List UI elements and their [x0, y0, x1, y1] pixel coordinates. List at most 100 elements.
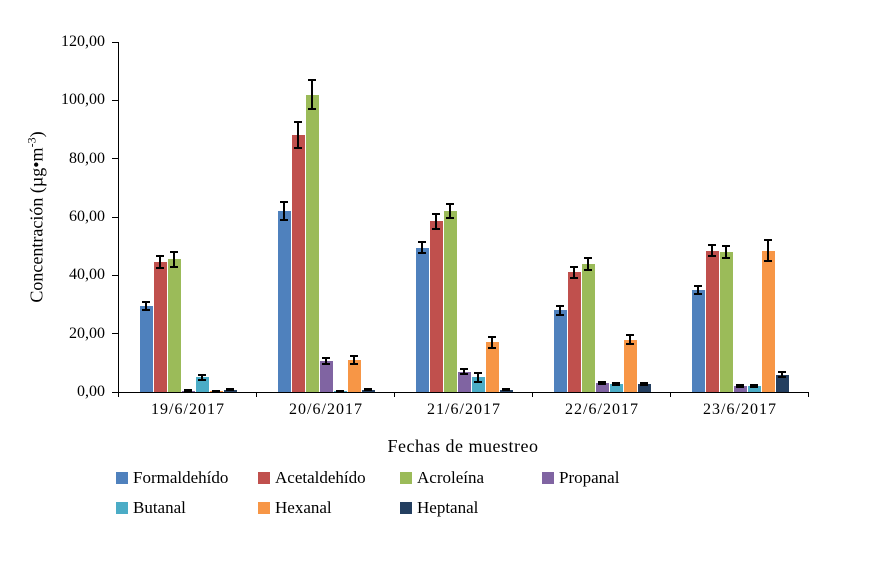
bar	[277, 211, 291, 392]
error-bar-cap	[226, 389, 234, 392]
x-tick	[118, 392, 119, 397]
error-bar-cap	[418, 252, 426, 255]
error-bar	[559, 305, 561, 315]
legend-label: Heptanal	[417, 498, 479, 517]
error-bar-cap	[626, 334, 634, 337]
error-bar-cap	[736, 384, 744, 387]
error-bar-cap	[488, 347, 496, 350]
error-bar-cap	[584, 256, 592, 259]
bar	[637, 384, 651, 392]
error-bar-cap	[294, 147, 302, 150]
error-bar-cap	[142, 309, 150, 312]
x-tick	[808, 392, 809, 397]
error-bar-cap	[184, 388, 192, 391]
error-bar	[711, 244, 713, 257]
error-bar-cap	[308, 78, 316, 81]
error-bar-cap	[764, 259, 772, 262]
y-tick	[112, 41, 118, 43]
bar	[553, 310, 567, 392]
error-bar-cap	[308, 108, 316, 111]
legend-label: Formaldehído	[133, 468, 229, 487]
legend-item: Formaldehído	[116, 468, 258, 488]
error-bar-cap	[488, 335, 496, 338]
plot-area: 0,00 20,00 40,00 60,00 80,00 100,00 120,00 19/6…	[61, 33, 809, 418]
legend: Formaldehído Acetaldehído Acroleína Propana…	[116, 468, 684, 518]
error-bar-cap	[474, 372, 482, 375]
error-bar-cap	[570, 265, 578, 268]
error-bar-cap	[474, 380, 482, 383]
x-tick	[256, 392, 257, 397]
error-bar-cap	[364, 389, 372, 392]
legend-label: Hexanal	[275, 498, 332, 517]
y-tick-label: 40,00	[69, 266, 105, 284]
error-bar	[643, 382, 645, 386]
error-bar-cap	[736, 386, 744, 389]
y-tick	[112, 99, 118, 101]
y-tick	[112, 391, 118, 393]
error-bar	[587, 257, 589, 270]
y-axis-title-exponent: -3	[24, 137, 39, 148]
legend-label: Propanal	[559, 468, 620, 487]
bar	[415, 247, 429, 392]
x-tick	[394, 392, 395, 397]
bar	[347, 359, 361, 392]
error-bar-cap	[708, 243, 716, 246]
error-bar	[311, 79, 313, 110]
error-bar	[325, 358, 327, 365]
error-bar	[449, 203, 451, 219]
y-tick-label: 0,00	[77, 383, 105, 400]
bar	[167, 259, 181, 392]
legend-label: Acroleína	[417, 468, 485, 487]
error-bar-cap	[322, 357, 330, 360]
error-bar-cap	[750, 386, 758, 389]
error-bar	[463, 369, 465, 374]
error-bar	[353, 355, 355, 365]
y-tick-label: 60,00	[69, 208, 105, 225]
x-tick	[670, 392, 671, 397]
error-bar-cap	[446, 217, 454, 220]
error-bar-cap	[184, 390, 192, 393]
x-category-label: 21/6/2017	[427, 401, 501, 418]
error-bar-cap	[350, 363, 358, 366]
y-tick-label: 20,00	[69, 324, 105, 342]
error-bar-cap	[750, 384, 758, 387]
error-bar-cap	[502, 388, 510, 391]
legend-label: Butanal	[133, 498, 186, 517]
bar	[609, 384, 623, 392]
bar	[305, 94, 319, 392]
x-category-label: 22/6/2017	[565, 401, 639, 418]
bar	[595, 383, 609, 392]
y-tick-label: 120,00	[61, 33, 105, 50]
legend-swatch	[542, 472, 554, 484]
legend-item: Butanal	[116, 498, 258, 518]
error-bar	[421, 241, 423, 254]
legend-item: Acroleína	[400, 468, 542, 488]
error-bar	[781, 372, 783, 377]
legend-item: Propanal	[542, 468, 684, 488]
bar	[733, 386, 747, 392]
error-bar-cap	[556, 313, 564, 316]
error-bar-cap	[764, 239, 772, 242]
error-bar-cap	[584, 268, 592, 271]
error-bar-cap	[280, 201, 288, 204]
error-bar-cap	[418, 240, 426, 243]
bar	[443, 211, 457, 392]
error-bar-cap	[640, 384, 648, 387]
legend-swatch	[400, 502, 412, 514]
error-bar-cap	[198, 379, 206, 382]
y-axis-title-close: )	[26, 131, 47, 138]
bar	[581, 263, 595, 392]
bar	[457, 371, 471, 392]
error-bar-cap	[556, 304, 564, 307]
y-tick	[112, 274, 118, 276]
bar	[691, 289, 705, 392]
error-bar	[697, 285, 699, 295]
error-bar-cap	[626, 342, 634, 345]
x-category-label: 23/6/2017	[703, 401, 777, 418]
error-bar-cap	[170, 251, 178, 253]
error-bar-cap	[722, 245, 730, 248]
bar	[747, 386, 761, 392]
bar	[623, 339, 637, 392]
bar	[139, 305, 153, 392]
